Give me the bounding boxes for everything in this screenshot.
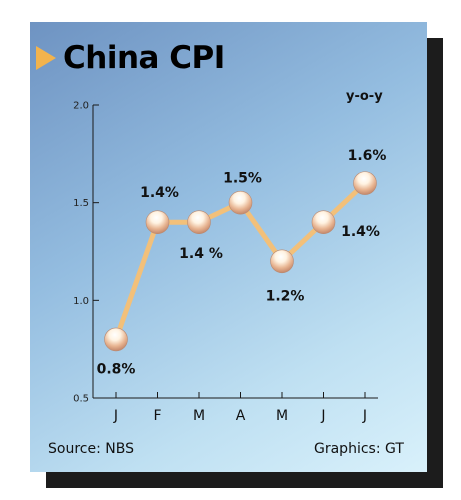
data-label: 1.2% <box>266 288 305 304</box>
data-label: 1.4% <box>341 224 380 240</box>
graphics-credit: Graphics: GT <box>314 441 404 457</box>
y-tick-label: 0.5 <box>73 394 89 405</box>
chart-card <box>30 22 427 472</box>
unit-label: y-o-y <box>346 89 383 104</box>
x-tick-label: J <box>362 408 367 424</box>
chart-title: China CPI <box>63 40 225 76</box>
data-label: 1.4 % <box>179 246 223 262</box>
data-label: 1.5% <box>223 171 262 187</box>
x-tick-label: J <box>320 408 325 424</box>
x-tick-label: M <box>193 408 205 424</box>
data-label: 1.6% <box>348 148 387 164</box>
data-point-marker <box>228 190 253 215</box>
x-tick-label: M <box>276 408 288 424</box>
data-point-marker <box>145 210 170 234</box>
data-label: 0.8% <box>97 361 136 377</box>
y-tick-label: 1.0 <box>73 296 89 307</box>
source-note: Source: NBS <box>48 441 134 457</box>
x-tick-label: J <box>113 408 118 424</box>
y-tick-label: 1.5 <box>73 198 89 209</box>
x-tick-label: F <box>153 408 161 424</box>
x-tick-label: A <box>236 408 246 424</box>
y-tick-label: 2.0 <box>73 101 89 112</box>
data-point-marker <box>187 210 211 234</box>
data-point-marker <box>104 327 128 352</box>
data-point-marker <box>353 171 377 195</box>
data-label: 1.4% <box>140 185 179 201</box>
data-point-marker <box>270 249 294 274</box>
data-point-marker <box>311 210 336 234</box>
title-arrow-icon <box>36 46 56 70</box>
